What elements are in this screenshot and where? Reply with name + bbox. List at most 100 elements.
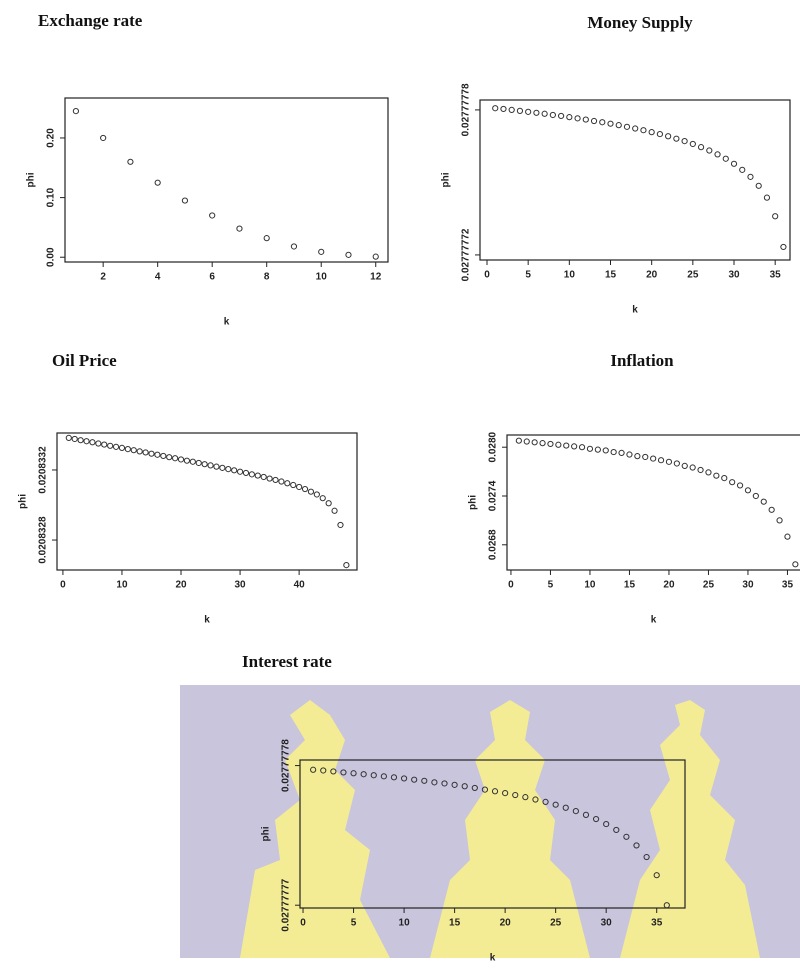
point [66,435,71,440]
x-axis-label: k [224,317,230,328]
point [706,470,711,475]
y-axis-label: phi [26,172,37,187]
x-tick-label: 25 [703,580,715,591]
point [579,445,584,450]
point [682,463,687,468]
x-tick-label: 0 [300,918,306,929]
point [326,501,331,506]
x-tick-label: 40 [294,580,306,591]
point [777,518,782,523]
chart-panel: Money Supply051015202530350.027777720.02… [441,13,790,316]
point [90,440,95,445]
point [243,470,248,475]
point [682,138,687,143]
point [619,450,624,455]
x-tick-label: 5 [548,580,554,591]
x-tick-label: 10 [584,580,596,591]
point [96,441,101,446]
point [149,451,154,456]
point [155,180,160,185]
point [78,438,83,443]
y-tick-label: 0.00 [46,247,57,267]
point [526,109,531,114]
x-tick-label: 10 [564,270,576,281]
x-tick-label: 20 [663,580,675,591]
point [509,107,514,112]
point [346,252,351,257]
point [591,118,596,123]
point [723,156,728,161]
y-tick-label: 0.0208328 [38,516,49,564]
x-tick-label: 10 [399,918,411,929]
point [237,469,242,474]
x-tick-label: 30 [728,270,740,281]
point [279,479,284,484]
chart-title: Oil Price [52,351,117,370]
point [674,136,679,141]
point [273,477,278,482]
point [291,244,296,249]
point [131,448,136,453]
y-tick-label: 0.02777778 [281,739,292,792]
point [559,113,564,118]
point [540,441,545,446]
y-axis-label: phi [468,495,479,510]
x-tick-label: 35 [651,918,663,929]
point [698,467,703,472]
x-tick-label: 20 [500,918,512,929]
point [674,461,679,466]
x-tick-label: 8 [264,272,270,283]
point [173,456,178,461]
x-tick-label: 30 [601,918,613,929]
x-axis-label: k [632,305,638,316]
point [627,452,632,457]
point [542,111,547,116]
chart-title: Money Supply [587,13,693,32]
point [643,454,648,459]
point [575,116,580,121]
point [108,443,113,448]
page: {"chart_data": [ {"type": "scatter", "ti… [0,0,800,968]
point [572,444,577,449]
point [373,254,378,259]
point [84,439,89,444]
x-tick-label: 15 [605,270,617,281]
chart-panel: Exchange rate246810120.000.100.20phik [26,11,388,328]
point [583,117,588,122]
point [649,130,654,135]
point [657,131,662,136]
point [493,106,498,111]
chart-panel: Oil Price0102030400.02083280.0208332phik [18,351,357,626]
y-axis-label: phi [18,494,29,509]
chart-title: Interest rate [242,652,332,671]
point [308,489,313,494]
point [137,449,142,454]
y-tick-label: 0.02777772 [461,228,472,281]
point [785,534,790,539]
point [548,441,553,446]
point [611,449,616,454]
point [214,464,219,469]
point [208,463,213,468]
point [690,141,695,146]
point [698,145,703,150]
y-tick-label: 0.0268 [488,529,499,560]
point [748,174,753,179]
point [297,484,302,489]
point [756,183,761,188]
point [722,476,727,481]
point [314,492,319,497]
point [182,198,187,203]
point [237,226,242,231]
point [155,452,160,457]
y-axis-label: phi [261,826,272,841]
plot-box [507,435,800,570]
point [517,108,522,113]
point [255,473,260,478]
watermark [180,685,800,958]
point [616,123,621,128]
x-axis-label: k [204,615,210,626]
point [226,466,231,471]
x-tick-label: 5 [351,918,357,929]
x-tick-label: 6 [209,272,215,283]
